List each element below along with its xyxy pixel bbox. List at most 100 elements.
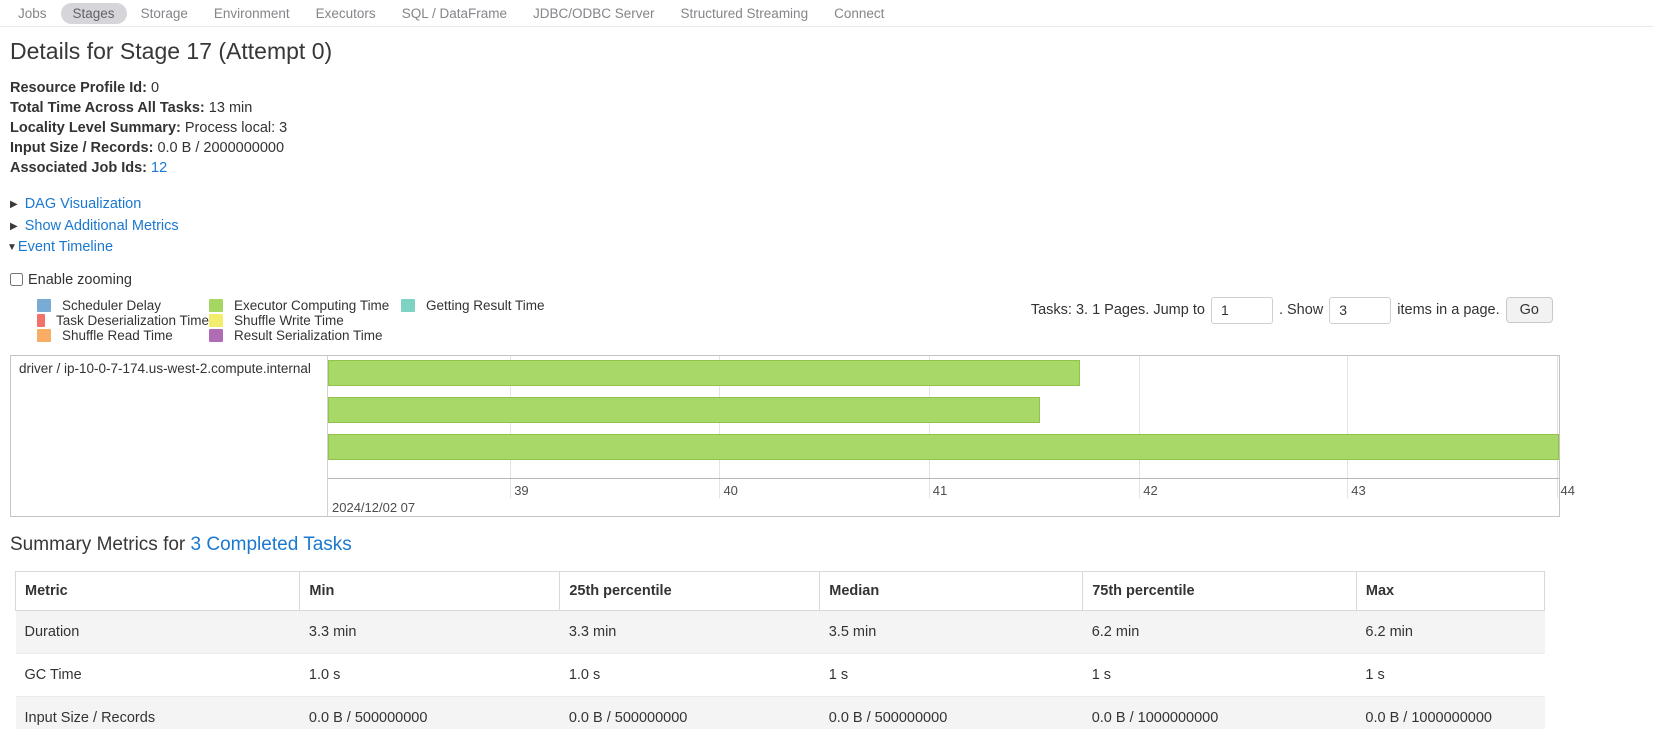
pagination-summary-text: Tasks: 3. 1 Pages. Jump to [1030, 302, 1205, 318]
gridline [719, 355, 721, 498]
stage-summary-props: Resource Profile Id: 0 Total Time Across… [10, 78, 1653, 178]
legend-item-shuffle-read: Shuffle Read Time [37, 328, 209, 343]
pagination-between-text: . Show [1278, 302, 1324, 318]
table-row-duration: Duration 3.3 min 3.3 min 3.5 min 6.2 min… [15, 610, 1545, 654]
legend-label: Shuffle Read Time [62, 327, 173, 343]
cell: 0.0 B / 500000000 [819, 696, 1083, 729]
axis-tick-label: 39 [514, 482, 529, 498]
task-bar[interactable] [328, 359, 1081, 386]
items-per-page-input[interactable] [1329, 296, 1392, 324]
shuffle-write-swatch-icon [209, 314, 223, 328]
legend-item-getting-result: Getting Result Time [401, 298, 545, 314]
timeline-group-column: driver / ip-10-0-7-174.us-west-2.compute… [11, 355, 328, 516]
dag-visualization-link[interactable]: DAG Visualization [24, 196, 142, 212]
prop-input-size: Input Size / Records: 0.0 B / 2000000000 [10, 138, 1653, 158]
col-header-min: Min [299, 570, 561, 611]
nav-item-structured-streaming[interactable]: Structured Streaming [680, 5, 809, 21]
prop-value: 0 [151, 80, 160, 96]
nav-item-storage[interactable]: Storage [140, 5, 188, 21]
shuffle-read-swatch-icon [37, 328, 51, 342]
prop-associated-job-ids: Associated Job Ids: 12 [10, 158, 1653, 178]
cell: 6.2 min [1082, 610, 1357, 654]
prop-label: Total Time Across All Tasks: [10, 100, 205, 116]
gridline [1556, 355, 1558, 498]
pagination-suffix-text: items in a page. [1397, 302, 1500, 318]
timeline-plot-area: 39 40 41 42 43 44 2024/12/02 07 [328, 355, 1575, 516]
col-header-75th: 75th percentile [1082, 570, 1357, 611]
cell: 1 s [819, 653, 1083, 697]
job-id-link[interactable]: 12 [151, 160, 168, 176]
cell: 1 s [1082, 653, 1357, 697]
legend-item-task-deserialization: Task Deserialization Time [37, 313, 209, 328]
collapsed-arrow-icon: ▶ [10, 220, 18, 232]
cell: 0.0 B / 1000000000 [1082, 696, 1357, 729]
enable-zooming-checkbox[interactable] [10, 273, 23, 286]
gridline [1139, 355, 1141, 498]
go-button[interactable]: Go [1505, 297, 1553, 323]
prop-label: Resource Profile Id: [10, 80, 147, 96]
prop-label: Locality Level Summary: [10, 120, 181, 136]
cell: 0.0 B / 500000000 [559, 696, 820, 729]
timeline-group-label: driver / ip-10-0-7-174.us-west-2.compute… [19, 360, 311, 376]
prop-total-time: Total Time Across All Tasks: 13 min [10, 98, 1653, 118]
axis-tick-label: 40 [723, 482, 738, 498]
nav-item-environment[interactable]: Environment [213, 5, 290, 21]
prop-label: Input Size / Records: [10, 140, 154, 156]
axis-major-label: 2024/12/02 07 [332, 499, 416, 515]
completed-tasks-link[interactable]: 3 Completed Tasks [190, 533, 352, 555]
nav-item-stages[interactable]: Stages [60, 2, 127, 24]
table-header-row: Metric Min 25th percentile Median 75th p… [14, 570, 1546, 611]
collapsed-arrow-icon: ▶ [10, 199, 18, 210]
event-timeline-chart: driver / ip-10-0-7-174.us-west-2.compute… [10, 354, 1575, 517]
axis-tick-label: 42 [1143, 482, 1158, 498]
scheduler-delay-swatch-icon [37, 299, 51, 313]
cell: 3.3 min [559, 610, 820, 654]
cell: 0.0 B / 1000000000 [1356, 696, 1545, 729]
jump-to-page-input[interactable] [1210, 296, 1273, 324]
prop-label: Associated Job Ids: [10, 160, 147, 176]
executor-computing-swatch-icon [209, 299, 223, 313]
prop-resource-profile-id: Resource Profile Id: 0 [10, 78, 1653, 98]
cell: Duration [15, 610, 300, 654]
nav-item-jdbc-odbc-server[interactable]: JDBC/ODBC Server [532, 5, 655, 21]
task-bar[interactable] [328, 396, 1040, 423]
summary-metrics-heading: Summary Metrics for 3 Completed Tasks [10, 534, 1653, 556]
legend-label: Getting Result Time [426, 298, 545, 314]
task-bar[interactable] [328, 433, 1559, 460]
axis-tick-label: 41 [932, 482, 948, 498]
page-title: Details for Stage 17 (Attempt 0) [10, 38, 333, 64]
cell: 6.2 min [1356, 610, 1545, 654]
legend-label: Executor Computing Time [234, 298, 390, 314]
legend-label: Task Deserialization Time [55, 313, 209, 329]
legend-label: Result Serialization Time [234, 327, 383, 343]
event-timeline-link[interactable]: Event Timeline [17, 239, 114, 255]
show-additional-metrics-toggle[interactable]: ▶ Show Additional Metrics [10, 216, 1653, 238]
nav-item-jobs[interactable]: Jobs [18, 5, 47, 21]
event-timeline-toggle[interactable]: ▼Event Timeline [7, 237, 1653, 259]
result-serialization-swatch-icon [209, 328, 223, 342]
show-additional-metrics-link[interactable]: Show Additional Metrics [24, 217, 179, 234]
table-row-input-size: Input Size / Records 0.0 B / 500000000 0… [15, 696, 1545, 729]
nav-item-connect[interactable]: Connect [834, 5, 885, 21]
cell: 0.0 B / 500000000 [299, 696, 560, 729]
prop-value: Process local: 3 [184, 120, 288, 136]
getting-result-swatch-icon [401, 299, 415, 313]
col-header-metric: Metric [14, 570, 301, 611]
cell: GC Time [15, 653, 300, 697]
gridline [510, 355, 512, 498]
enable-zooming-row: Enable zooming [10, 272, 1653, 288]
timeline-legend: Scheduler Delay Task Deserialization Tim… [37, 298, 545, 343]
cell: Input Size / Records [15, 696, 300, 729]
cell: 1.0 s [559, 653, 820, 697]
summary-heading-prefix: Summary Metrics for [10, 533, 191, 555]
nav-item-sql-dataframe[interactable]: SQL / DataFrame [401, 5, 507, 21]
prop-locality-level: Locality Level Summary: Process local: 3 [10, 118, 1653, 138]
legend-item-scheduler-delay: Scheduler Delay [37, 298, 209, 313]
nav-item-executors[interactable]: Executors [315, 5, 376, 21]
enable-zooming-label: Enable zooming [28, 271, 132, 288]
prop-value: 0.0 B / 2000000000 [157, 140, 285, 156]
cell: 3.3 min [299, 610, 560, 654]
gridline [928, 355, 930, 498]
gridline [1347, 355, 1349, 498]
dag-visualization-toggle[interactable]: ▶ DAG Visualization [10, 194, 1653, 216]
